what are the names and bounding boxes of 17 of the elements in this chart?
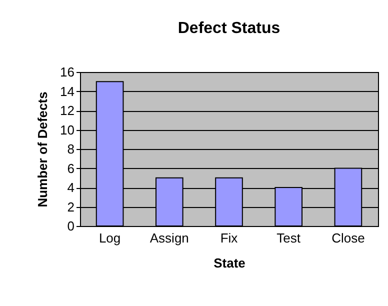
y-axis-title: Number of Defects: [35, 92, 50, 208]
x-tick-label: Assign: [150, 230, 189, 246]
y-tick-label: 8: [67, 142, 74, 156]
y-tick-label: 0: [67, 218, 74, 234]
y-tick-label: 4: [67, 180, 74, 195]
y-tick-label: 12: [60, 103, 74, 118]
y-tick-label: 6: [67, 160, 74, 176]
x-tick-label: Close: [332, 230, 365, 246]
x-tick-label: Log: [98, 230, 121, 246]
y-tick-label: 10: [60, 122, 74, 138]
x-tick-label: Test: [276, 230, 301, 246]
y-tick-label: 14: [60, 84, 74, 99]
y-tick-label: 2: [67, 199, 74, 214]
chart-title: Defect Status: [178, 20, 280, 37]
y-tick-label: 16: [60, 64, 74, 80]
x-tick-label: Fix: [220, 230, 238, 246]
x-axis-title: State: [214, 256, 246, 270]
